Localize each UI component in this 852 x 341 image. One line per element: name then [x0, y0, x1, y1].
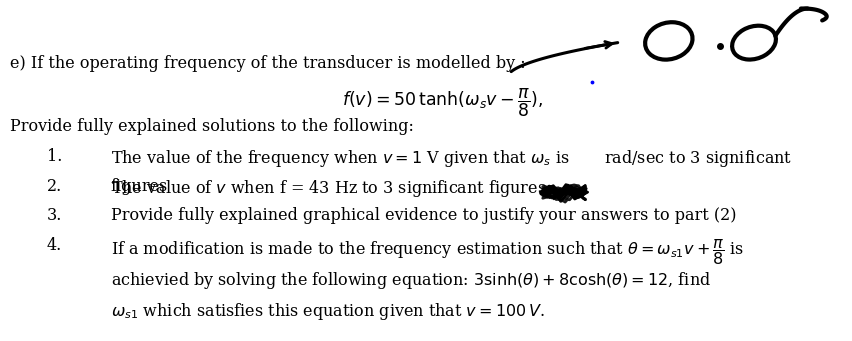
Text: e) If the operating frequency of the transducer is modelled by :: e) If the operating frequency of the tra…	[10, 55, 526, 72]
Text: Provide fully explained graphical evidence to justify your answers to part (2): Provide fully explained graphical eviden…	[111, 207, 736, 224]
Text: $f(v) = 50\,\tanh(\omega_s v - \dfrac{\pi}{8}),$: $f(v) = 50\,\tanh(\omega_s v - \dfrac{\p…	[343, 87, 544, 119]
Text: 3.: 3.	[47, 207, 62, 224]
Text: 4.: 4.	[47, 237, 62, 254]
Text: Provide fully explained solutions to the following:: Provide fully explained solutions to the…	[10, 118, 414, 135]
Text: The value of $v$ when f = 43 Hz to 3 significant figures: The value of $v$ when f = 43 Hz to 3 sig…	[111, 178, 546, 199]
Text: 2.: 2.	[47, 178, 62, 195]
Text: figures: figures	[111, 178, 168, 195]
Text: 1.: 1.	[47, 148, 62, 165]
Text: $\omega_{s1}$ which satisfies this equation given that $v = 100\,V$.: $\omega_{s1}$ which satisfies this equat…	[111, 301, 544, 322]
Text: achievied by solving the following equation: $3\sinh(\theta) + 8\cosh(\theta) = : achievied by solving the following equat…	[111, 270, 711, 291]
Text: The value of the frequency when $v = 1$ V given that $\omega_s$ is       rad/sec: The value of the frequency when $v = 1$ …	[111, 148, 792, 169]
Text: If a modification is made to the frequency estimation such that $\theta = \omega: If a modification is made to the frequen…	[111, 237, 744, 267]
